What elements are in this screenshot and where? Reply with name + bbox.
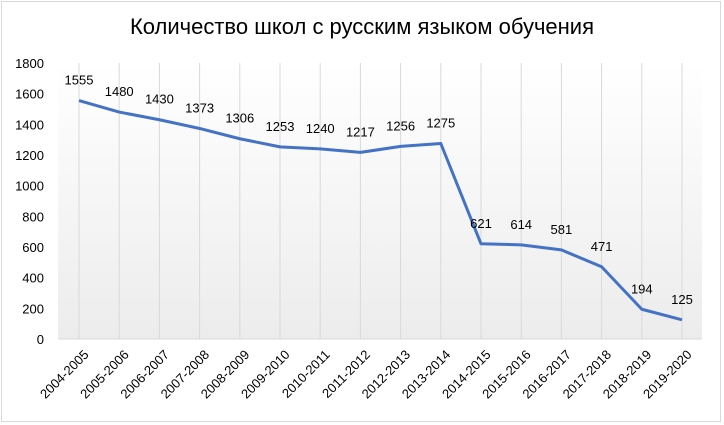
- data-label: 1240: [306, 121, 335, 136]
- data-label: 1306: [225, 111, 254, 126]
- data-label: 1373: [185, 100, 214, 115]
- data-label: 1275: [426, 116, 455, 131]
- y-tick-label: 1600: [15, 87, 44, 102]
- data-label: 1430: [145, 92, 174, 107]
- chart-title: Количество школ с русским языком обучени…: [129, 14, 595, 39]
- y-tick-label: 0: [37, 332, 44, 347]
- y-tick-label: 1000: [15, 179, 44, 194]
- data-label: 1256: [386, 118, 415, 133]
- data-label: 581: [551, 222, 573, 237]
- data-label: 1480: [105, 84, 134, 99]
- plot-area: [58, 63, 702, 339]
- y-tick-label: 400: [22, 271, 44, 286]
- y-tick-label: 1800: [15, 56, 44, 71]
- data-label: 614: [510, 217, 532, 232]
- y-tick-label: 600: [22, 240, 44, 255]
- y-tick-label: 200: [22, 301, 44, 316]
- data-label: 621: [470, 216, 492, 231]
- data-label: 1253: [266, 119, 295, 134]
- data-label: 471: [591, 239, 613, 254]
- y-tick-label: 1200: [15, 148, 44, 163]
- data-label: 125: [671, 292, 693, 307]
- data-label: 1217: [346, 124, 375, 139]
- data-label: 194: [631, 281, 653, 296]
- y-tick-label: 800: [22, 209, 44, 224]
- series-line: [78, 99, 683, 322]
- y-tick-label: 1400: [15, 117, 44, 132]
- data-label: 1555: [65, 73, 94, 88]
